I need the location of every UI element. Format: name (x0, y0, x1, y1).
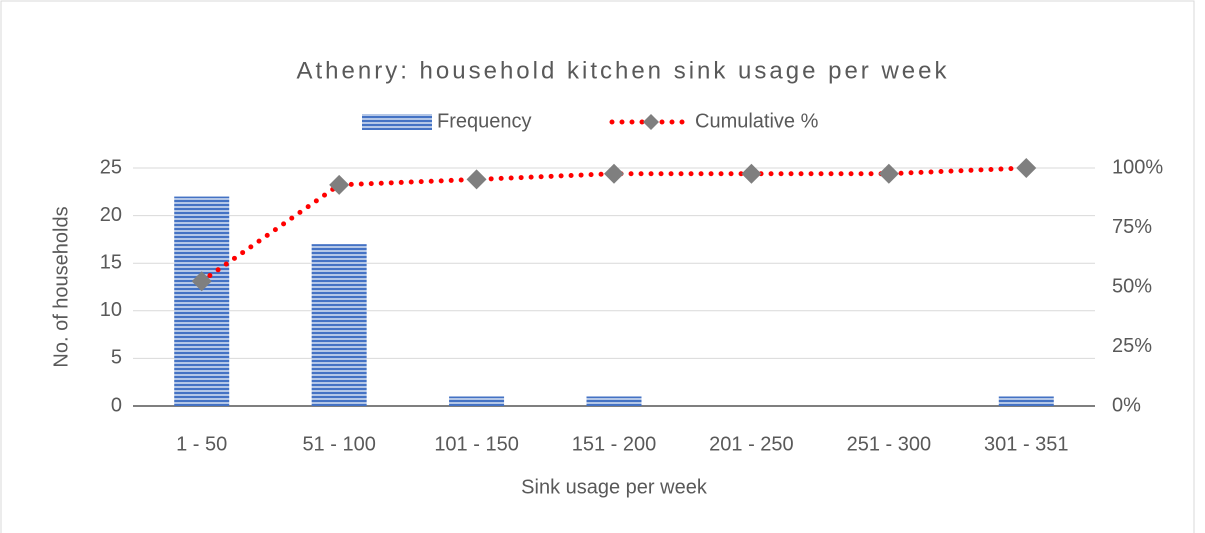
x-tick-label: 1 - 50 (176, 433, 227, 455)
x-tick-label: 201 - 250 (709, 433, 794, 455)
bar (449, 396, 505, 406)
y-tick-label: 0 (111, 394, 122, 416)
x-tick-label: 51 - 100 (302, 433, 375, 455)
marker (604, 163, 624, 184)
legend-label: Cumulative % (695, 110, 819, 132)
x-tick-label: 101 - 150 (434, 433, 519, 455)
y-tick-label: 20 (100, 204, 122, 226)
y-tick-label: 15 (100, 251, 122, 273)
marker (466, 169, 487, 190)
x-axis-label: Sink usage per week (521, 476, 708, 498)
marker (741, 163, 762, 184)
chart-title: Athenry: household kitchen sink usage pe… (297, 57, 950, 84)
legend-label: Frequency (437, 110, 532, 132)
bar (998, 396, 1054, 406)
y2-tick-label: 75% (1112, 216, 1152, 238)
bar (311, 244, 367, 406)
y2-tick-label: 25% (1112, 335, 1152, 357)
marker (878, 163, 899, 184)
y-axis-label: No. of households (50, 206, 72, 367)
x-tick-label: 151 - 200 (572, 433, 657, 455)
marker (191, 271, 212, 292)
legend-marker (643, 114, 659, 130)
marker (1016, 158, 1037, 178)
bar (174, 196, 230, 406)
legend-swatch (362, 114, 432, 130)
x-tick-label: 301 - 351 (984, 433, 1069, 455)
y2-tick-label: 50% (1112, 275, 1152, 297)
x-tick-label: 251 - 300 (847, 433, 932, 455)
y-tick-label: 5 (111, 347, 122, 369)
bar (586, 396, 642, 406)
y2-tick-label: 0% (1112, 394, 1141, 416)
y-tick-label: 25 (100, 156, 122, 178)
y2-tick-label: 100% (1112, 156, 1163, 178)
y-tick-label: 10 (100, 299, 122, 321)
marker (329, 174, 350, 195)
